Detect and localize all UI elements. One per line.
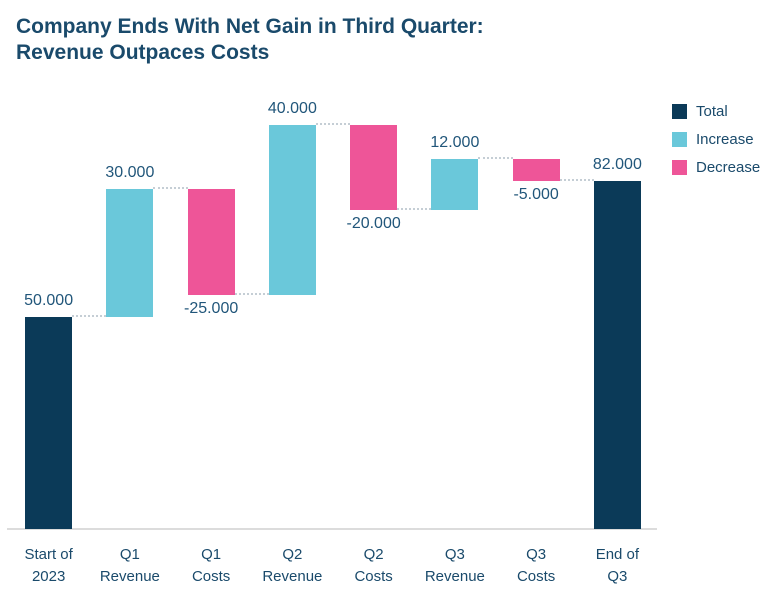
data-label-end-of-q3: 82.000 xyxy=(592,155,642,173)
x-axis-label-line: Q3 xyxy=(526,546,547,563)
bar-start-of-2023 xyxy=(25,316,73,529)
decrease-swatch-icon xyxy=(672,159,687,175)
x-axis-label-line: Q3 xyxy=(607,568,628,585)
x-axis-label-line: 2023 xyxy=(31,568,66,585)
x-axis-label-q1-revenue: Q1 Revenue xyxy=(89,544,170,588)
total-swatch-icon xyxy=(672,103,687,119)
x-axis-label-q2-revenue: Q2 Revenue xyxy=(252,544,333,588)
connector-line-q1-revenue xyxy=(153,187,188,189)
x-axis-label-q3-costs: Q3 Costs xyxy=(496,544,577,588)
x-axis-label-line: Q1 xyxy=(201,546,222,563)
chart-title: Company Ends With Net Gain in Third Quar… xyxy=(16,14,484,66)
x-axis-label-line: Q2 xyxy=(282,546,303,563)
legend-item-increase: Increase xyxy=(672,125,760,153)
data-label-q1-costs: -25.000 xyxy=(183,300,239,318)
data-label-q3-revenue: 12.000 xyxy=(430,134,480,152)
data-label-q2-revenue: 40.000 xyxy=(267,100,317,118)
x-axis-label-q1-costs: Q1 Costs xyxy=(171,544,252,588)
chart-title-line-1: Company Ends With Net Gain in Third Quar… xyxy=(16,15,484,38)
x-axis-label-line: Revenue xyxy=(424,568,485,585)
x-axis-label-line: Costs xyxy=(354,568,393,585)
x-axis-label-end-of-q3: End of Q3 xyxy=(577,544,658,588)
x-axis-label-line: Start of xyxy=(24,546,73,563)
x-axis-label-q2-costs: Q2 Costs xyxy=(333,544,414,588)
x-axis-label-line: Costs xyxy=(191,568,231,585)
legend-item-total: Total xyxy=(672,97,760,125)
data-label-q3-costs: -5.000 xyxy=(513,185,559,203)
legend-label-total: Total xyxy=(696,102,728,120)
legend-item-decrease: Decrease xyxy=(672,153,760,181)
x-axis-label-q3-revenue: Q3 Revenue xyxy=(414,544,495,588)
bar-end-of-q3 xyxy=(593,180,641,529)
x-axis-label-line: Q3 xyxy=(444,546,465,563)
legend-label-decrease: Decrease xyxy=(696,158,761,176)
bar-q1-costs xyxy=(187,189,235,296)
connector-line-q1-costs xyxy=(234,293,269,296)
x-axis-label-line: Q2 xyxy=(363,546,384,563)
increase-swatch-icon xyxy=(672,131,687,147)
data-label-q2-costs: -20.000 xyxy=(346,215,401,233)
connector-line-q3-costs xyxy=(559,178,594,181)
bar-q3-revenue xyxy=(431,159,479,211)
connector-line-q3-revenue xyxy=(478,157,513,160)
bar-q2-costs xyxy=(350,125,398,211)
data-label-start-of-2023: 50.000 xyxy=(24,291,74,309)
bar-q2-revenue xyxy=(268,125,316,296)
x-axis-label-line: End of xyxy=(595,546,640,563)
legend-label-increase: Increase xyxy=(696,130,754,148)
data-label-q1-revenue: 30.000 xyxy=(105,164,155,181)
connector-line-start-of-2023 xyxy=(72,314,107,317)
x-axis-label-line: Revenue xyxy=(262,568,323,585)
bar-q1-revenue xyxy=(106,189,154,317)
connector-line-q2-costs xyxy=(397,208,432,211)
x-axis-label-line: Costs xyxy=(516,568,556,585)
x-axis-label-line: Revenue xyxy=(99,568,160,585)
connector-line-q2-revenue xyxy=(315,123,351,126)
bar-q3-costs xyxy=(512,159,560,181)
legend: Total Increase Decrease xyxy=(672,97,760,181)
x-axis-label-line: Q1 xyxy=(119,546,140,563)
chart-title-line-2: Revenue Outpaces Costs xyxy=(16,41,270,64)
x-axis-label-start-of-2023: Start of 2023 xyxy=(8,544,89,588)
x-axis-line xyxy=(7,528,657,530)
